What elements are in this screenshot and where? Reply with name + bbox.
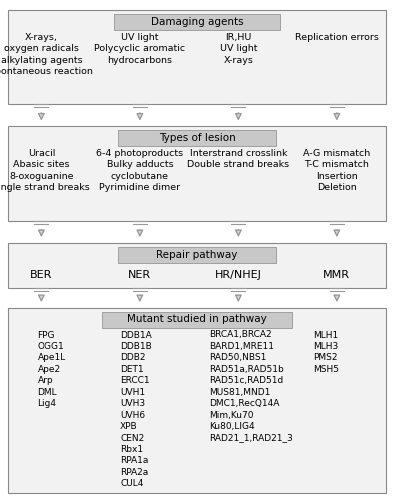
Text: Repair pathway: Repair pathway [156,250,238,260]
Bar [117,130,277,146]
Text: Types of lesion: Types of lesion [159,133,235,143]
Text: DDB1A
DDB1B
DDB2
DET1
ERCC1
UVH1
UVH3
UVH6
XPB
CEN2
Rbx1
RPA1a
RPA2a
CUL4: DDB1A DDB1B DDB2 DET1 ERCC1 UVH1 UVH3 UV… [120,330,152,488]
Text: Damaging agents: Damaging agents [151,17,243,27]
Text: IR,HU
UV light
X-rays: IR,HU UV light X-rays [219,33,257,65]
Text: Replication errors: Replication errors [295,33,379,42]
Bar [117,246,277,262]
Text: Interstrand crosslink
Double strand breaks: Interstrand crosslink Double strand brea… [187,149,290,170]
Text: 6-4 photoproducts
Bulky adducts
cyclobutane
Pyrimidine dimer: 6-4 photoproducts Bulky adducts cyclobut… [96,149,184,192]
Bar [8,242,386,288]
Text: BRCA1,BRCA2
BARD1,MRE11
RAD50,NBS1
RAD51a,RAD51b
RAD51c,RAD51d
MUS81,MND1
DMC1,R: BRCA1,BRCA2 BARD1,MRE11 RAD50,NBS1 RAD51… [209,330,293,442]
Bar [8,10,386,104]
Text: Mutant studied in pathway: Mutant studied in pathway [127,314,267,324]
Text: A-G mismatch
T-C mismatch
Insertion
Deletion: A-G mismatch T-C mismatch Insertion Dele… [303,149,370,192]
Text: HR/NHEJ: HR/NHEJ [215,270,262,280]
Text: Uracil
Abasic sites
8-oxoguanine
Single strand breaks: Uracil Abasic sites 8-oxoguanine Single … [0,149,90,192]
Text: FPG
OGG1
Ape1L
Ape2
Arp
DML
Lig4: FPG OGG1 Ape1L Ape2 Arp DML Lig4 [37,330,66,408]
Text: X-rays,
oxygen radicals
alkylating agents
spontaneous reaction: X-rays, oxygen radicals alkylating agent… [0,33,93,76]
Bar [114,14,280,30]
Text: MLH1
MLH3
PMS2
MSH5: MLH1 MLH3 PMS2 MSH5 [313,330,339,374]
Text: NER: NER [128,270,151,280]
Bar [8,308,386,492]
Text: UV light
Polycyclic aromatic
hydrocarbons: UV light Polycyclic aromatic hydrocarbon… [94,33,186,65]
Text: BER: BER [30,270,52,280]
Text: MMR: MMR [323,270,350,280]
Bar [102,312,292,328]
Bar [8,126,386,221]
